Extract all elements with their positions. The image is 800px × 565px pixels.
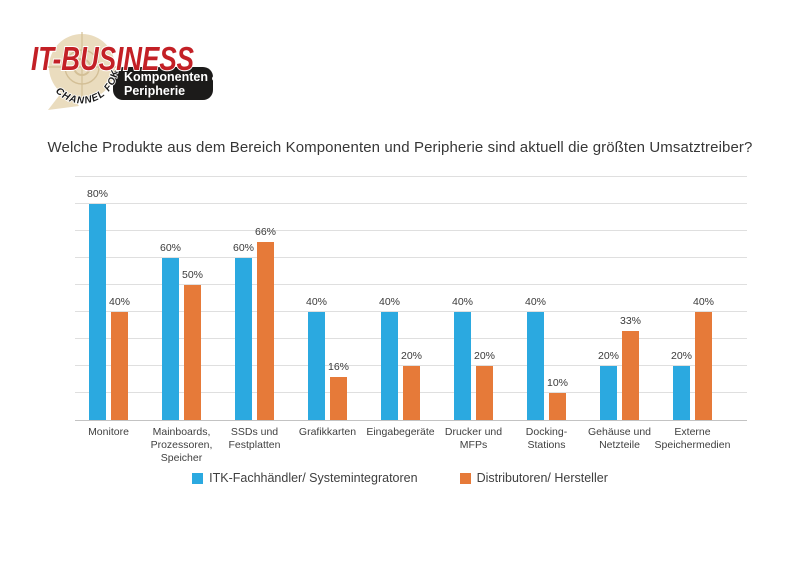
x-axis-label-7: Gehäuse und Netzteile bbox=[587, 426, 652, 451]
gridline-80 bbox=[75, 203, 747, 204]
bar-series1-5 bbox=[454, 312, 471, 420]
brand-wordmark: IT-BUSINESS bbox=[31, 40, 194, 77]
value-label: 10% bbox=[546, 377, 568, 389]
bar-series1-3 bbox=[308, 312, 325, 420]
bar-series2-0 bbox=[111, 312, 128, 420]
value-label: 60% bbox=[232, 242, 254, 254]
x-axis-label-5: Drucker und MFPs bbox=[444, 426, 503, 451]
value-label: 20% bbox=[400, 350, 422, 362]
value-label: 40% bbox=[524, 296, 546, 308]
bar-series1-7 bbox=[600, 366, 617, 420]
legend-label: ITK-Fachhändler/ Systemintegratoren bbox=[209, 471, 418, 485]
gridline-70 bbox=[75, 230, 747, 231]
value-label: 16% bbox=[327, 360, 349, 373]
bar-series2-5 bbox=[476, 366, 493, 420]
legend-swatch-icon bbox=[192, 472, 204, 484]
gridline-60 bbox=[75, 257, 747, 258]
legend-item-itk-fachhaendler: ITK-Fachhändler/ Systemintegratoren bbox=[192, 471, 418, 485]
bar-series2-2 bbox=[257, 241, 274, 420]
logo-graphic: Komponenten & Peripherie CHANNEL FOKUS I… bbox=[23, 13, 221, 110]
x-axis-label-6: Docking- Stations bbox=[525, 426, 568, 451]
bar-series2-7 bbox=[622, 330, 639, 420]
gridline-40 bbox=[75, 311, 747, 312]
bar-series1-2 bbox=[235, 258, 252, 420]
badge-text-line2: Peripherie bbox=[124, 84, 185, 98]
it-business-logo: Komponenten & Peripherie CHANNEL FOKUS I… bbox=[23, 13, 223, 117]
bar-series2-3 bbox=[330, 376, 347, 420]
value-label: 40% bbox=[378, 296, 400, 308]
legend-item-distributoren: Distributoren/ Hersteller bbox=[459, 471, 608, 485]
bar-chart-plot-area: 80% 40% 60% 50% 60% 66% 40% 16% 40% 20% 40% 20% 40% 1… bbox=[75, 176, 747, 421]
value-label: 40% bbox=[305, 296, 327, 308]
x-axis-label-0: Monitore bbox=[88, 426, 129, 438]
x-axis-label-3: Grafikkarten bbox=[298, 426, 357, 438]
x-axis-label-8: Externe Speichermedien bbox=[654, 426, 731, 451]
value-label: 20% bbox=[473, 350, 495, 362]
badge-text-line1: Komponenten & bbox=[124, 70, 221, 84]
bar-series1-8 bbox=[673, 366, 690, 420]
value-label: 66% bbox=[254, 225, 276, 238]
gridline-30 bbox=[75, 338, 747, 339]
x-axis-label-2: SSDs und Festplatten bbox=[228, 426, 281, 451]
gridline-20 bbox=[75, 365, 747, 366]
x-axis-label-1: Mainboards, Prozessoren, Speicher bbox=[150, 426, 213, 464]
value-label: 20% bbox=[597, 350, 619, 362]
chart-legend: ITK-Fachhändler/ Systemintegratoren Distr… bbox=[0, 471, 800, 485]
gridline-90 bbox=[75, 176, 747, 177]
bar-series2-6 bbox=[549, 393, 566, 420]
value-label: 60% bbox=[159, 242, 181, 254]
x-axis-labels: Monitore Mainboards, Prozessoren, Speiche… bbox=[75, 426, 747, 470]
bar-series2-4 bbox=[403, 366, 420, 420]
chart-title: Welche Produkte aus dem Bereich Komponen… bbox=[47, 139, 753, 156]
crosshair-icon bbox=[47, 32, 118, 103]
bar-series1-4 bbox=[381, 312, 398, 420]
value-label: 33% bbox=[619, 314, 641, 327]
value-label: 20% bbox=[670, 350, 692, 362]
bar-series2-8 bbox=[695, 312, 712, 420]
badge-background bbox=[113, 67, 213, 100]
bar-series2-1 bbox=[184, 285, 201, 420]
speech-bubble-tail bbox=[48, 88, 79, 110]
gridline-50 bbox=[75, 284, 747, 285]
value-label: 80% bbox=[86, 188, 108, 200]
value-label: 40% bbox=[692, 296, 714, 308]
value-label: 40% bbox=[451, 296, 473, 308]
bar-series1-0 bbox=[89, 204, 106, 420]
bar-series1-6 bbox=[527, 312, 544, 420]
x-axis-label-4: Eingabegeräte bbox=[366, 426, 435, 438]
bar-series1-1 bbox=[162, 258, 179, 420]
legend-label: Distributoren/ Hersteller bbox=[476, 471, 608, 485]
value-label: 50% bbox=[181, 269, 203, 281]
value-label: 40% bbox=[108, 296, 130, 308]
legend-swatch-icon bbox=[459, 472, 471, 484]
